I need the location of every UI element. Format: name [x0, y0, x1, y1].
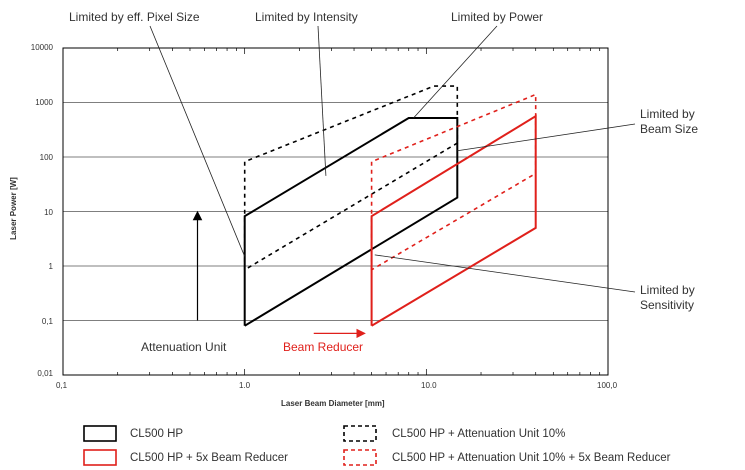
- annotation-leader-4: [374, 254, 636, 293]
- annotation-leaders: [149, 25, 636, 339]
- legend-swatch-2: [343, 425, 377, 442]
- y-tick-label: 0,01: [37, 369, 53, 378]
- y-axis-title: Laser Power [W]: [8, 177, 18, 240]
- annotation-sensitivity-line2: Sensitivity: [640, 298, 695, 312]
- legend-label-attenuation-beam-reducer: CL500 HP + Attenuation Unit 10% + 5x Bea…: [392, 452, 671, 464]
- y-tick-label: 100: [39, 153, 53, 162]
- plot-area-frame: [62, 47, 609, 376]
- annotation-leader-1: [317, 25, 327, 176]
- legend-swatch-3: [343, 449, 377, 466]
- grid-lines: [62, 48, 608, 375]
- x-axis-title: Laser Beam Diameter [mm]: [281, 399, 385, 408]
- x-tick-label: 0,1: [56, 381, 68, 390]
- annotation-pixel-size: Limited by eff. Pixel Size: [69, 10, 200, 24]
- y-tick-label: 1000: [35, 98, 53, 107]
- legend-swatches: [83, 425, 377, 466]
- annotation-intensity: Limited by Intensity: [255, 10, 358, 24]
- legend-label-beam-reducer: CL500 HP + 5x Beam Reducer: [130, 452, 289, 464]
- annotation-leader-3: [457, 123, 636, 152]
- x-tick-label: 10.0: [421, 381, 437, 390]
- annotation-beam-size-line1: Limited by: [640, 107, 695, 121]
- annotation-power: Limited by Power: [451, 10, 544, 24]
- x-tick-label: 1.0: [239, 381, 251, 390]
- y-tick-label: 1: [48, 262, 53, 271]
- annotation-beam-reducer: Beam Reducer: [283, 340, 364, 354]
- legend-label-cl500hp: CL500 HP: [130, 428, 184, 440]
- legend-label-attenuation: CL500 HP + Attenuation Unit 10%: [392, 428, 566, 440]
- series-outline-2: [243, 85, 459, 271]
- annotation-leader-2: [413, 25, 498, 119]
- y-tick-label: 10000: [30, 43, 53, 52]
- annotation-sensitivity-line1: Limited by: [640, 283, 695, 297]
- annotation-leader-0: [149, 25, 246, 257]
- x-tick-label: 100,0: [597, 381, 618, 390]
- annotation-beam-size-line2: Beam Size: [640, 122, 699, 136]
- annotation-attenuation-unit: Attenuation Unit: [141, 340, 227, 354]
- legend-swatch-1: [83, 449, 117, 466]
- series-layer: [243, 85, 537, 327]
- legend-swatch-0: [83, 425, 117, 442]
- series-outline-3: [370, 93, 537, 271]
- y-tick-label: 0,1: [41, 317, 53, 326]
- y-tick-label: 10: [44, 208, 53, 217]
